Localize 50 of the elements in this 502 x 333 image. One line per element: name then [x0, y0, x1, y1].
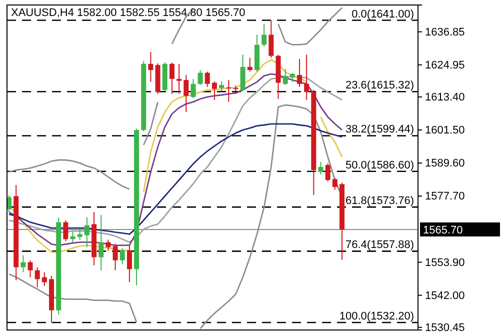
- candlestick: [169, 62, 174, 94]
- candlestick: [63, 220, 68, 242]
- y-tick-label: 1624.95: [425, 59, 465, 72]
- ref-line-label: 23.6(1615.32): [346, 80, 414, 92]
- ref-line-label: 50.0(1586.60): [346, 159, 414, 172]
- candlestick: [20, 254, 26, 273]
- candlestick: [176, 63, 182, 94]
- candlestick: [212, 80, 217, 100]
- ref-line-label: 61.8(1573.76): [346, 195, 414, 208]
- chart-title: XAUUSD,H4 1582.00 1582.55 1554.80 1565.70: [11, 7, 246, 19]
- candlestick: [325, 162, 330, 182]
- candlestick: [42, 272, 47, 287]
- candlestick: [282, 68, 288, 86]
- candlestick: [296, 58, 302, 88]
- candlestick: [120, 248, 125, 265]
- candlestick: [198, 70, 203, 86]
- candlestick: [268, 20, 274, 58]
- candlestick: [98, 214, 104, 271]
- ref-line-label: 100.0(1532.20): [339, 310, 414, 322]
- candlestick: [226, 80, 232, 102]
- ref-line-label: 38.2(1599.44): [346, 124, 414, 136]
- candlestick: [304, 54, 310, 100]
- y-tick-label: 1601.50: [425, 124, 465, 137]
- candlestick: [34, 266, 40, 288]
- y-tick-label: 1589.60: [425, 158, 465, 170]
- y-tick-label: 1613.40: [425, 91, 465, 104]
- candlestick: [112, 243, 118, 271]
- candlestick: [77, 228, 82, 240]
- y-tick-label: 1542.00: [425, 290, 465, 302]
- candlestick: [190, 78, 196, 99]
- candlestick: [247, 57, 252, 72]
- candlestick: [219, 80, 224, 92]
- ref-line-label: 76.4(1557.88): [346, 239, 414, 252]
- ref-line-label: 1565.70: [423, 224, 463, 236]
- candlestick: [184, 74, 189, 112]
- candlestick: [148, 51, 154, 82]
- candlestick: [84, 216, 90, 248]
- candlestick: [332, 178, 338, 190]
- candlestick: [262, 23, 267, 48]
- candlestick: [240, 54, 246, 92]
- candlestick: [204, 71, 210, 88]
- candlestick: [126, 244, 132, 283]
- y-tick-label: 1530.45: [425, 322, 465, 333]
- ref-line-label: 0.0(1641.00): [352, 8, 414, 20]
- y-tick-label: 1553.90: [425, 256, 465, 269]
- y-tick-label: 1577.70: [425, 190, 465, 203]
- candlestick: [318, 161, 324, 175]
- candlestick: [28, 260, 33, 278]
- candlestick: [106, 239, 111, 252]
- y-tick-label: 1636.85: [425, 26, 465, 38]
